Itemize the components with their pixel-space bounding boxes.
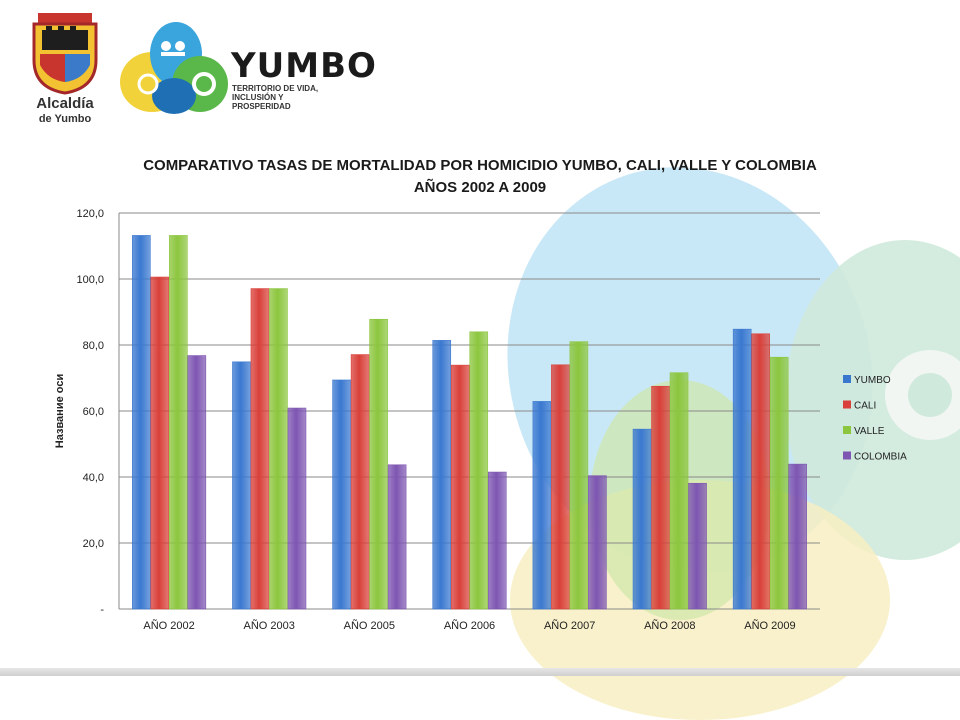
bar-cali xyxy=(751,333,770,610)
bar-cali xyxy=(450,364,470,610)
x-tick-label: AÑO 2009 xyxy=(744,619,795,632)
bar-yumbo xyxy=(332,379,351,610)
brand-tagline-line1: TERRITORIO DE VIDA, xyxy=(232,84,319,93)
bar-colombia xyxy=(788,463,807,610)
bar-cali xyxy=(551,364,570,610)
bar-colombia xyxy=(287,407,307,610)
bar-colombia xyxy=(487,471,507,610)
y-axis-label: Название оси xyxy=(54,374,66,448)
bar-yumbo xyxy=(132,235,151,610)
bar-valle xyxy=(669,372,689,610)
bar-valle xyxy=(769,356,789,610)
legend-label: VALLE xyxy=(854,426,885,437)
legend-label: CALI xyxy=(854,401,876,412)
bar-cali xyxy=(350,354,370,610)
x-tick-label: AÑO 2003 xyxy=(244,619,295,632)
bar-yumbo xyxy=(732,328,752,610)
y-tick-label: 40,0 xyxy=(83,472,104,484)
bar-yumbo xyxy=(232,361,251,610)
y-tick-label: 20,0 xyxy=(83,538,104,550)
logo-city-subtitle: de Yumbo xyxy=(38,113,92,125)
bar-yumbo xyxy=(532,401,552,610)
y-tick-label: 60,0 xyxy=(83,406,104,418)
x-tick-label: AÑO 2007 xyxy=(544,619,595,632)
legend-swatch xyxy=(843,375,851,383)
x-tick-label: AÑO 2002 xyxy=(143,619,194,632)
bar-valle xyxy=(369,318,388,610)
chart-title-line2: AÑOS 2002 A 2009 xyxy=(413,179,547,196)
yumbo-emblem-icon xyxy=(120,22,228,114)
yumbo-brand-logo: YUMBO TERRITORIO DE VIDA, INCLUSIÓN Y PR… xyxy=(118,20,376,120)
chart-title: COMPARATIVO TASAS DE MORTALIDAD POR HOMI… xyxy=(60,155,900,199)
y-tick-label: 80,0 xyxy=(83,340,104,352)
bar-colombia xyxy=(387,464,407,610)
bar-valle xyxy=(469,331,489,610)
bar-colombia xyxy=(588,475,607,610)
bar-valle xyxy=(569,341,589,610)
legend-swatch xyxy=(843,451,851,460)
legend-label: COLOMBIA xyxy=(854,452,907,463)
alcaldia-logo: Alcaldía de Yumbo xyxy=(20,10,110,130)
chart-title-line1: COMPARATIVO TASAS DE MORTALIDAD POR HOMI… xyxy=(143,157,817,174)
legend-swatch xyxy=(843,400,851,409)
brand-tagline: TERRITORIO DE VIDA, INCLUSIÓN Y PROSPERI… xyxy=(232,84,342,111)
footer-divider xyxy=(0,668,960,676)
bar-valle xyxy=(269,288,288,610)
bar-yumbo xyxy=(632,428,652,610)
y-tick-label: 100,0 xyxy=(76,274,104,286)
bar-valle xyxy=(169,235,188,610)
y-tick-label: - xyxy=(100,604,104,616)
bar-yumbo xyxy=(432,340,452,610)
x-tick-label: AÑO 2008 xyxy=(644,619,695,632)
coat-of-arms-icon xyxy=(32,13,98,95)
x-tick-label: AÑO 2005 xyxy=(344,619,395,632)
legend-swatch xyxy=(843,426,851,434)
bar-colombia xyxy=(187,355,207,610)
y-tick-label: 120,0 xyxy=(76,208,104,220)
bar-cali xyxy=(651,385,670,610)
x-tick-label: AÑO 2006 xyxy=(444,619,495,632)
brand-name: YUMBO xyxy=(231,46,377,86)
legend-label: YUMBO xyxy=(854,375,891,386)
bar-colombia xyxy=(688,482,707,610)
brand-tagline-line2: INCLUSIÓN Y PROSPERIDAD xyxy=(232,93,291,111)
logo-city-name: Alcaldía xyxy=(36,95,94,112)
bar-cali xyxy=(150,276,170,610)
bar-cali xyxy=(250,288,270,610)
